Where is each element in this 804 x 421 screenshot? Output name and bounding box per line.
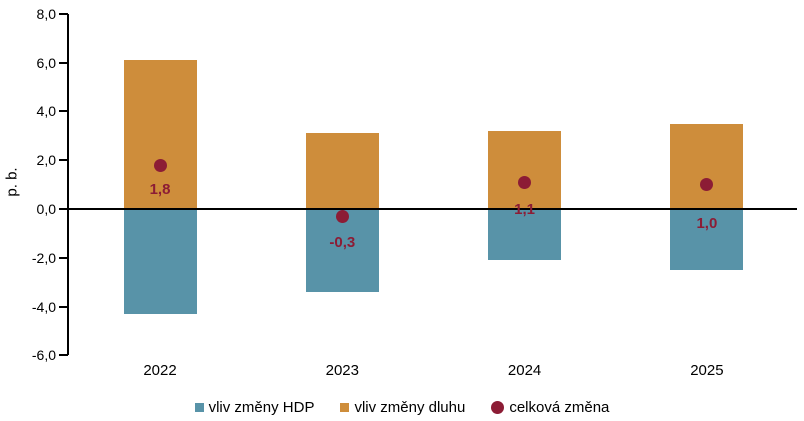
y-tick-label: 0,0 [36, 201, 56, 217]
y-axis-line [67, 13, 69, 356]
legend-circle-marker-icon [491, 400, 505, 414]
y-tick-label: 2,0 [36, 152, 56, 169]
y-tick-label: 6,0 [36, 54, 56, 71]
y-tick-label: 8,0 [36, 5, 56, 22]
bar-vliv-zmeny-dluhu-2024 [488, 130, 562, 209]
chart-legend: vliv změny HDP vliv změny dluhu celková zm… [0, 397, 804, 417]
y-tick-label: -2,0 [31, 249, 56, 266]
y-tick [59, 305, 68, 308]
y-tick-label: -4,0 [31, 298, 56, 315]
x-axis-label-2022: 2022 [143, 362, 177, 379]
y-tick [59, 256, 68, 259]
dot-celkova-zmena-2024 [518, 175, 532, 189]
y-tick [59, 159, 68, 162]
data-label-celkova-zmena-2022: 1,8 [149, 181, 171, 199]
dot-celkova-zmena-2023 [335, 209, 349, 223]
data-label-celkova-zmena-2024: 1,1 [514, 201, 536, 219]
legend-label: vliv změny dluhu [354, 398, 466, 416]
x-axis-label-2024: 2024 [507, 362, 542, 379]
x-axis-label-2025: 2025 [690, 362, 724, 379]
bar-vliv-zmeny-dluhu-2022 [123, 60, 197, 209]
bar-vliv-zmeny-hdp-2022 [123, 209, 197, 314]
bar-vliv-zmeny-dluhu-2023 [305, 133, 379, 209]
x-axis-label-2023: 2023 [325, 362, 359, 379]
y-tick [59, 110, 68, 113]
bar-vliv-zmeny-hdp-2024 [488, 209, 562, 261]
y-tick-label: 4,0 [36, 103, 56, 120]
legend-label: celková změna [509, 398, 610, 416]
legend-item-vliv-zmeny-dluhu: vliv změny dluhu [340, 399, 465, 416]
legend-square-marker-icon [194, 402, 204, 412]
legend-item-vliv-zmeny-hdp: vliv změny HDP [194, 398, 315, 416]
y-tick-label: -6,0 [31, 347, 56, 364]
data-label-celkova-zmena-2025: 1,0 [696, 214, 718, 232]
y-axis-title: p. b. [3, 167, 21, 197]
bar-vliv-zmeny-hdp-2025 [670, 209, 744, 270]
bar-vliv-zmeny-hdp-2023 [305, 209, 379, 292]
legend-item-celkova-zmena: celková změna [491, 399, 609, 416]
dot-celkova-zmena-2022 [153, 158, 167, 172]
y-tick [59, 61, 68, 64]
bar-vliv-zmeny-dluhu-2025 [670, 123, 744, 209]
data-label-celkova-zmena-2023: -0,3 [329, 234, 356, 252]
zero-line [68, 208, 797, 210]
y-tick [59, 12, 68, 15]
y-tick [59, 354, 68, 357]
legend-square-marker-icon [340, 402, 350, 412]
dot-celkova-zmena-2025 [700, 178, 714, 192]
legend-label: vliv změny HDP [208, 398, 315, 416]
y-tick [59, 208, 68, 210]
